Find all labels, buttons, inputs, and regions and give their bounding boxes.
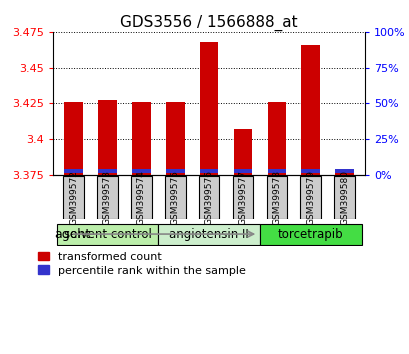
Bar [199, 42, 218, 175]
Bar [97, 176, 117, 218]
Title: GDS3556 / 1566888_at: GDS3556 / 1566888_at [120, 14, 297, 30]
Bar [232, 176, 253, 218]
Text: solvent control: solvent control [63, 228, 151, 241]
Bar [259, 224, 361, 245]
Bar [98, 169, 117, 173]
Bar [164, 176, 185, 218]
Bar [166, 102, 184, 175]
Text: GSM399576: GSM399576 [204, 170, 213, 225]
Bar [158, 224, 259, 245]
Text: angiotensin II: angiotensin II [169, 228, 248, 241]
Bar [56, 224, 158, 245]
Bar [301, 45, 319, 175]
Bar [63, 176, 84, 218]
Bar [267, 102, 285, 175]
Bar [199, 169, 218, 173]
Text: GSM399575: GSM399575 [170, 170, 179, 225]
Bar [266, 176, 286, 218]
Bar [233, 169, 252, 173]
Text: torcetrapib: torcetrapib [277, 228, 343, 241]
Bar [132, 169, 151, 173]
Text: GSM399573: GSM399573 [103, 170, 112, 225]
Text: GSM399572: GSM399572 [69, 170, 78, 224]
Bar [64, 169, 83, 173]
Bar [300, 176, 320, 218]
Text: GSM399578: GSM399578 [272, 170, 281, 225]
Text: GSM399579: GSM399579 [306, 170, 315, 225]
Legend: transformed count, percentile rank within the sample: transformed count, percentile rank withi… [38, 252, 246, 275]
Text: GSM399577: GSM399577 [238, 170, 247, 225]
Bar [64, 102, 83, 175]
Bar [166, 169, 184, 173]
Bar [267, 169, 285, 173]
Bar [335, 172, 353, 175]
Bar [233, 129, 252, 175]
Bar [198, 176, 219, 218]
Bar [333, 176, 354, 218]
Bar [132, 102, 151, 175]
Bar [131, 176, 151, 218]
Bar [335, 169, 353, 173]
Bar [98, 101, 117, 175]
Text: agent: agent [54, 228, 90, 241]
Text: GSM399580: GSM399580 [339, 170, 348, 225]
Bar [301, 169, 319, 173]
Text: GSM399574: GSM399574 [137, 170, 146, 224]
